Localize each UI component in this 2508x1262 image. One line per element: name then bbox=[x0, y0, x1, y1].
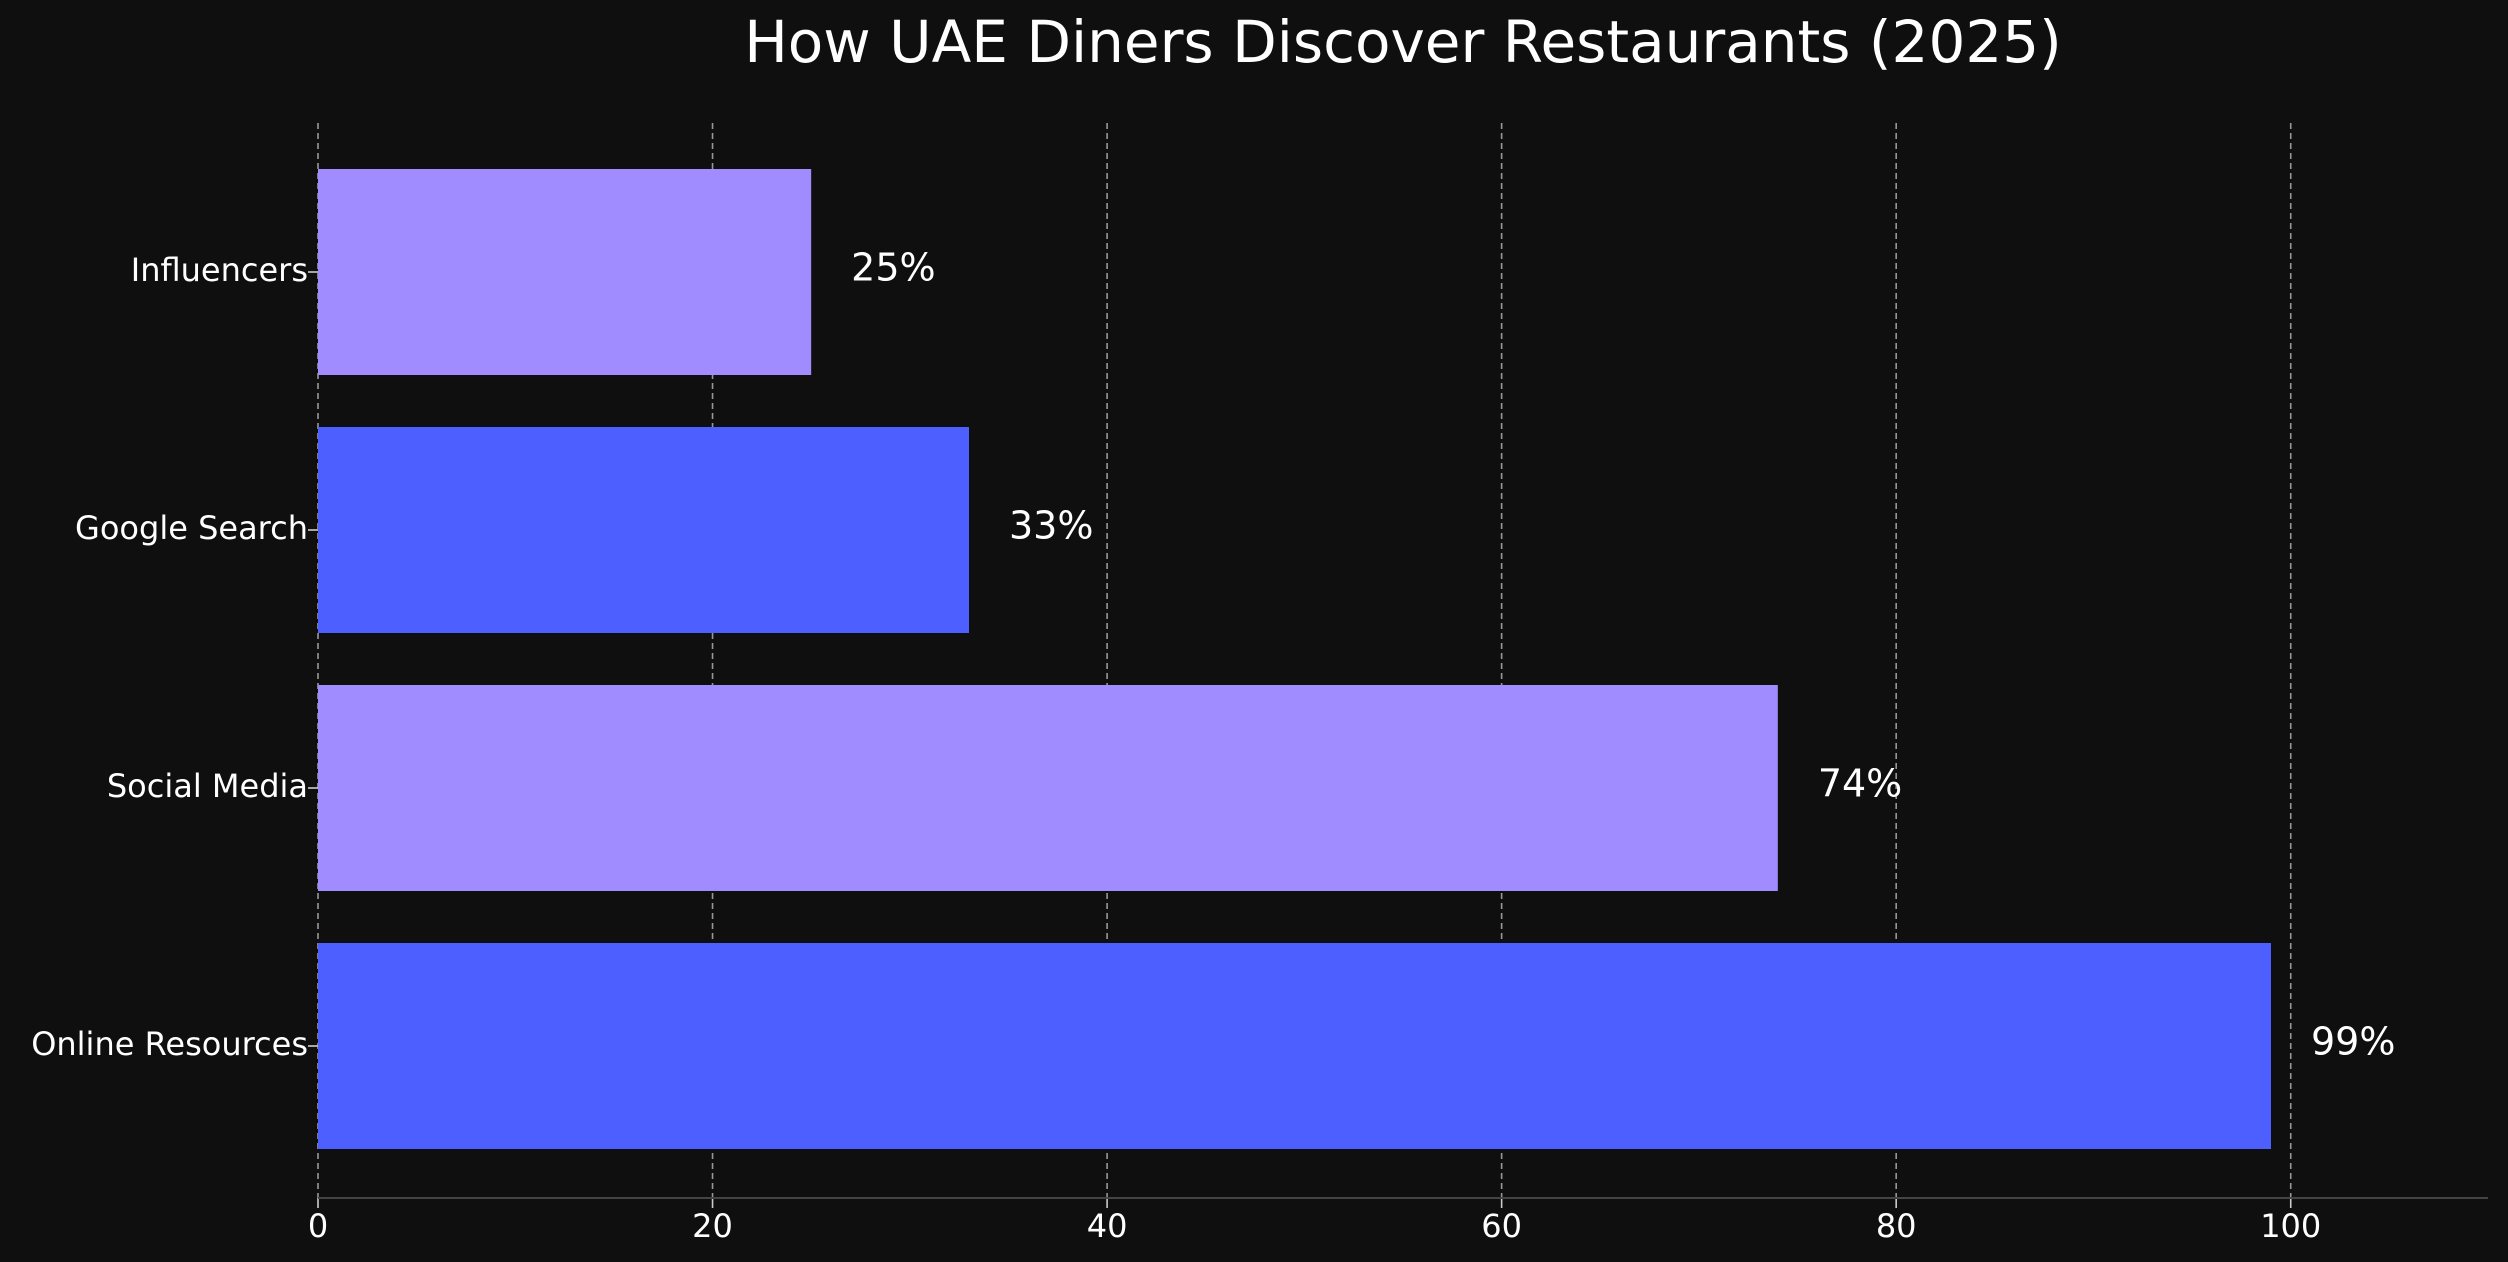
bar bbox=[318, 685, 1778, 891]
value-label: 25% bbox=[851, 246, 935, 290]
x-tick-label: 100 bbox=[2260, 1207, 2321, 1245]
bar bbox=[318, 169, 812, 375]
x-tick-label: 40 bbox=[1087, 1207, 1128, 1245]
y-tick-label: Google Search bbox=[75, 509, 308, 547]
x-tick-label: 20 bbox=[692, 1207, 733, 1245]
x-tick-label: 60 bbox=[1481, 1207, 1522, 1245]
y-tick-label: Online Resources bbox=[31, 1025, 308, 1063]
y-tick-label: Influencers bbox=[131, 251, 308, 289]
bar bbox=[318, 943, 2271, 1149]
bar bbox=[318, 427, 969, 633]
x-tick-label: 0 bbox=[308, 1207, 328, 1245]
chart-title: How UAE Diners Discover Restaurants (202… bbox=[744, 8, 2062, 76]
y-tick-label: Social Media bbox=[107, 767, 308, 805]
value-label: 99% bbox=[2311, 1020, 2395, 1064]
x-tick-label: 80 bbox=[1876, 1207, 1917, 1245]
value-label: 74% bbox=[1818, 762, 1902, 806]
value-label: 33% bbox=[1009, 504, 1093, 548]
